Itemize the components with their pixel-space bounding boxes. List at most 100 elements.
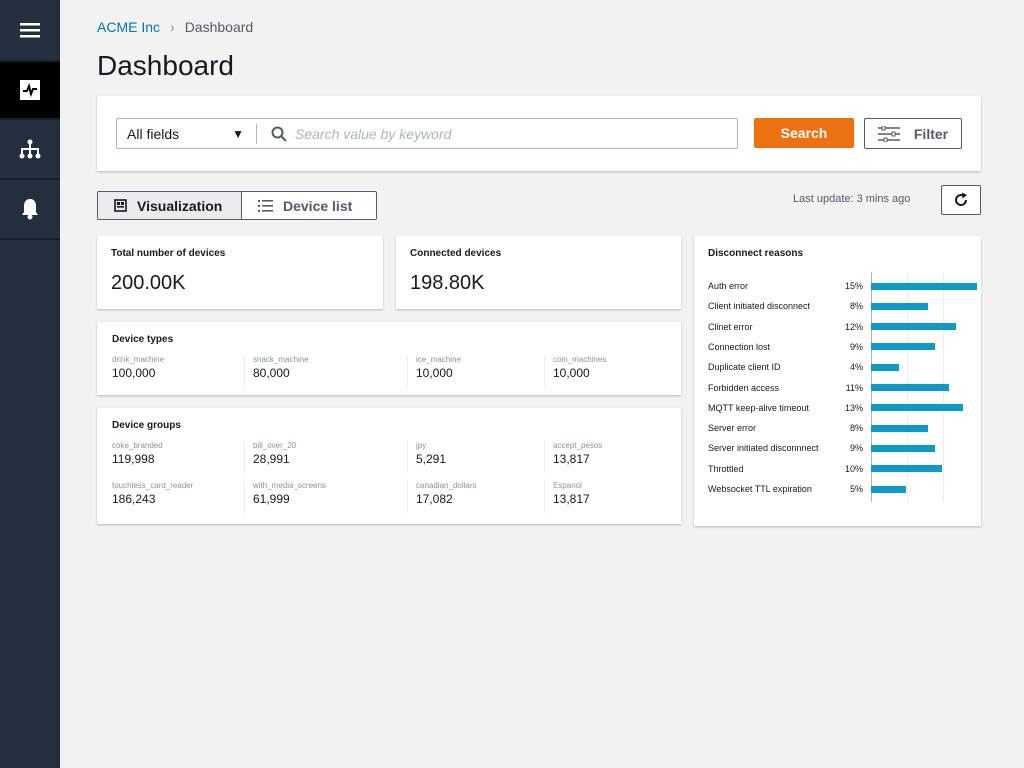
- search-input[interactable]: [287, 125, 737, 142]
- stat-label: coin_machines: [553, 355, 607, 364]
- breadcrumb-current: Dashboard: [184, 19, 254, 35]
- refresh-icon: [955, 192, 968, 206]
- stat-label: accept_pesos: [553, 441, 603, 450]
- connected-devices-card: Connected devices 198.80K: [396, 236, 681, 309]
- stat-value: 28,991: [253, 452, 290, 466]
- data-label: 10%: [844, 463, 863, 474]
- stat-value: 10,000: [553, 366, 590, 380]
- stat-label: jpy: [416, 441, 427, 450]
- category-label: Server initiated disconnnect: [708, 443, 819, 454]
- sliders-icon: [877, 125, 900, 142]
- tab-device-list[interactable]: Device list: [242, 192, 376, 219]
- chart-row: MQTT keep-alive timeout 13%: [708, 398, 863, 418]
- stat-label: with_media_screens: [253, 481, 326, 490]
- caret-down-icon: ▼: [232, 126, 244, 141]
- stat-label: coke_branded: [112, 441, 163, 450]
- sidebar-item-hierarchy[interactable]: [0, 120, 60, 180]
- tab-label: Visualization: [137, 197, 223, 214]
- category-label: MQTT keep-alive timeout: [708, 402, 809, 413]
- bell-icon: [22, 199, 38, 220]
- card-title: Device groups: [112, 420, 181, 431]
- tab-label: Device list: [283, 197, 353, 214]
- bar: [871, 282, 978, 290]
- stat-cell: touchless_card_reader 186,243: [112, 481, 244, 513]
- search-panel: All fields ▼ Search Filter: [97, 96, 981, 171]
- chart-row: Throttled 10%: [708, 459, 863, 479]
- chart-title: Disconnect reasons: [708, 248, 804, 259]
- chart-row: Server error 8%: [708, 418, 863, 438]
- menu-button[interactable]: [0, 0, 60, 62]
- stat-cell: ice_machine 10,000: [407, 355, 544, 387]
- disconnect-reasons-chart: Disconnect reasons Auth error 15% Client i…: [694, 236, 981, 526]
- chart-row: Client initiated disconnect 8%: [708, 296, 863, 316]
- stat-cell: snack_machine 80,000: [244, 355, 407, 387]
- stat-value: 119,998: [112, 452, 155, 466]
- data-label: 12%: [844, 321, 863, 332]
- page-title: Dashboard: [97, 50, 234, 81]
- stat-label: ice_machine: [416, 355, 461, 364]
- stat-value: 61,999: [253, 492, 290, 506]
- dashboard-icon: [20, 80, 40, 100]
- last-update: Last update: 3 mins ago: [793, 193, 911, 205]
- search-button[interactable]: Search: [754, 118, 854, 148]
- stat-value: 186,243: [112, 492, 156, 506]
- card-title: Total number of devices: [111, 248, 226, 259]
- data-label: 9%: [849, 341, 863, 352]
- stat-value: 17,082: [416, 492, 453, 506]
- stat-cell: with_media_screens 61,999: [244, 481, 407, 513]
- category-label: Throttled: [708, 463, 744, 474]
- stat-value: 80,000: [253, 366, 290, 380]
- sidebar-item-dashboard[interactable]: [0, 62, 60, 120]
- data-label: 11%: [845, 382, 863, 393]
- category-label: Clinet error: [708, 321, 753, 332]
- stat-cell: bill_over_20 28,991: [244, 441, 407, 473]
- filter-button[interactable]: Filter: [864, 118, 962, 149]
- chart-row: Auth error 15%: [708, 276, 863, 296]
- chart-row: Websocket TTL expiration 5%: [708, 479, 863, 499]
- card-title: Device types: [112, 334, 174, 345]
- chart-row: Clinet error 12%: [708, 317, 863, 337]
- data-label: 5%: [849, 484, 863, 494]
- device-groups-card: Device groups coke_branded 119,998 bill_ov…: [97, 408, 681, 524]
- stat-value: 13,817: [553, 492, 590, 506]
- bar: [871, 302, 928, 310]
- data-label: 15%: [844, 281, 863, 291]
- visualization-icon: [114, 199, 127, 212]
- list-icon: [258, 199, 273, 212]
- chart-row: Connection lost 9%: [708, 337, 863, 357]
- stat-label: touchless_card_reader: [112, 481, 194, 490]
- view-toggle: Visualization Device list: [97, 191, 377, 220]
- device-types-card: Device types drink_machine 100,000 snack_m…: [97, 322, 681, 395]
- data-label: 8%: [849, 301, 863, 312]
- stat-value: 13,817: [553, 452, 590, 466]
- bar: [871, 404, 963, 412]
- bar: [871, 363, 900, 371]
- refresh-button[interactable]: [941, 185, 981, 215]
- stat-cell: accept_pesos 13,817: [544, 441, 664, 473]
- data-label: 13%: [844, 402, 863, 413]
- chart-row: Server initiated disconnnect 9%: [708, 438, 863, 458]
- sidebar: [0, 0, 60, 768]
- stat-label: bill_over_20: [253, 441, 297, 450]
- data-label: 4%: [849, 362, 863, 373]
- stat-cell: drink_machine 100,000: [112, 355, 244, 387]
- stat-cell: Espanol 13,817: [544, 481, 664, 513]
- bar: [871, 323, 956, 331]
- search-icon: [271, 126, 287, 142]
- breadcrumb-root-link[interactable]: ACME Inc: [97, 19, 161, 35]
- connected-devices-value: 198.80K: [410, 272, 485, 294]
- stat-cell: coin_machines 10,000: [544, 355, 664, 387]
- total-devices-card: Total number of devices 200.00K: [97, 236, 383, 309]
- category-label: Auth error: [708, 281, 749, 291]
- category-label: Connection lost: [708, 341, 771, 352]
- sidebar-item-notifications[interactable]: [0, 180, 60, 240]
- stat-label: snack_machine: [253, 355, 309, 364]
- tab-visualization[interactable]: Visualization: [98, 192, 242, 219]
- field-select[interactable]: All fields ▼: [117, 123, 257, 144]
- stat-value: 100,000: [112, 366, 156, 380]
- bar: [871, 343, 935, 351]
- bar: [871, 465, 942, 473]
- stat-label: Espanol: [553, 481, 582, 490]
- category-label: Server error: [708, 423, 757, 434]
- stat-value: 5,291: [416, 452, 447, 466]
